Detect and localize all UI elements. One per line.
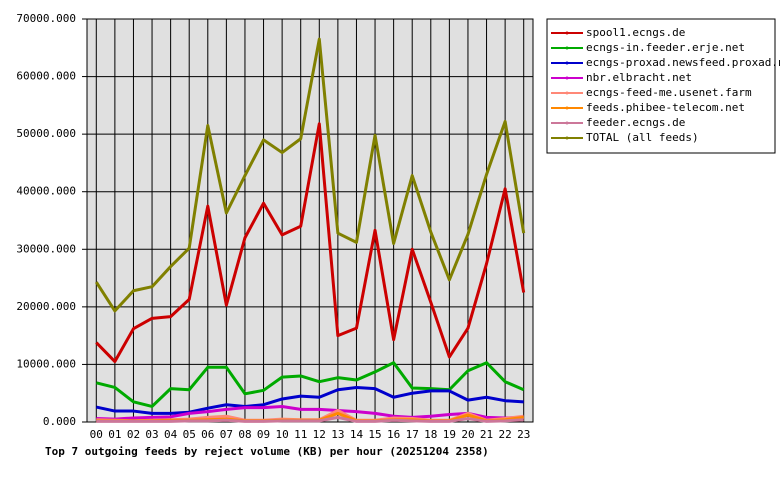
x-tick-label: 06 [201, 428, 214, 441]
x-tick-label: 01 [108, 428, 121, 441]
chart-title: Top 7 outgoing feeds by reject volume (K… [45, 445, 489, 458]
series-line [95, 361, 525, 408]
y-tick-label: 40000.000 [16, 185, 76, 198]
y-tick-label: 60000.000 [16, 70, 76, 83]
x-tick-label: 05 [183, 428, 196, 441]
legend-marker [565, 76, 569, 80]
x-tick-label: 03 [145, 428, 158, 441]
legend-marker [565, 121, 569, 125]
series-line [95, 37, 526, 313]
legend-marker [565, 91, 569, 95]
legend-label: ecngs-proxad.newsfeed.proxad.net [586, 56, 780, 69]
x-tick-label: 12 [313, 428, 326, 441]
legend-box [546, 18, 776, 154]
x-tick-label: 00 [90, 428, 103, 441]
series-line [95, 122, 526, 364]
x-tick-label: 07 [220, 428, 233, 441]
legend-label: ecngs-in.feeder.erje.net [586, 41, 745, 54]
x-tick-label: 10 [276, 428, 289, 441]
x-tick-label: 04 [164, 428, 178, 441]
x-tick-label: 21 [480, 428, 493, 441]
x-tick-label: 13 [331, 428, 344, 441]
x-tick-label: 23 [517, 428, 530, 441]
x-tick-label: 18 [424, 428, 437, 441]
y-tick-label: 50000.000 [16, 127, 76, 140]
x-tick-label: 22 [499, 428, 512, 441]
plot-area [86, 18, 534, 423]
legend-marker [565, 136, 569, 140]
legend-label: nbr.elbracht.net [586, 71, 692, 84]
y-tick-label: 0.000 [43, 415, 76, 428]
x-tick-label: 08 [238, 428, 251, 441]
series-line [95, 385, 524, 415]
legend-marker [565, 31, 569, 35]
x-tick-label: 16 [387, 428, 400, 441]
legend-label: feeds.phibee-telecom.net [586, 101, 745, 114]
y-tick-label: 20000.000 [16, 300, 76, 313]
legend-label: TOTAL (all feeds) [586, 131, 699, 144]
x-tick-label: 17 [406, 428, 419, 441]
y-tick-label: 10000.000 [16, 357, 76, 370]
legend-marker [565, 106, 569, 110]
x-tick-label: 02 [127, 428, 140, 441]
y-tick-label: 30000.000 [16, 242, 76, 255]
y-tick-label: 70000.000 [16, 12, 76, 25]
x-tick-label: 11 [294, 428, 307, 441]
x-tick-label: 15 [368, 428, 381, 441]
legend-marker [565, 61, 569, 65]
x-tick-label: 14 [350, 428, 364, 441]
legend-label: ecngs-feed-me.usenet.farm [586, 86, 752, 99]
x-tick-label: 09 [257, 428, 270, 441]
x-tick-label: 19 [443, 428, 456, 441]
series-line [96, 415, 524, 423]
legend-marker [565, 46, 569, 50]
series-line [96, 404, 524, 421]
legend-label: feeder.ecngs.de [586, 116, 685, 129]
legend-label: spool1.ecngs.de [586, 26, 685, 39]
x-tick-label: 20 [461, 428, 474, 441]
